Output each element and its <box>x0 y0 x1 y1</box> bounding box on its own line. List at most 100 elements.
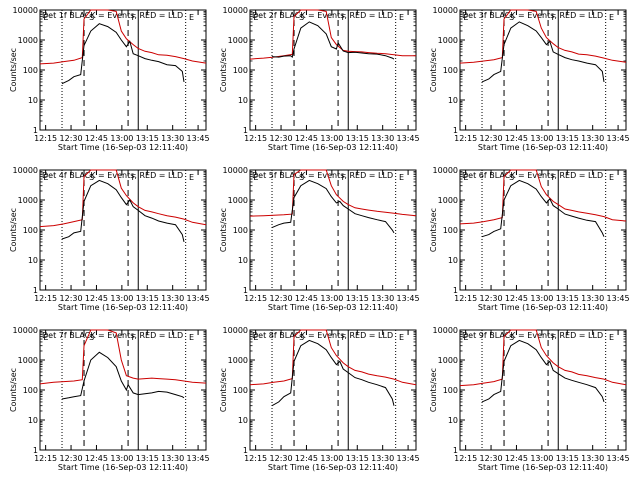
x-tick-label: 13:45 <box>607 134 630 143</box>
y-tick-label: 1000 <box>228 356 248 365</box>
x-tick-label: 12:30 <box>60 294 83 303</box>
x-tick-label: 12:45 <box>85 294 108 303</box>
panel-title: Det 7f BLACK = Events, RED = LLD <box>42 331 183 340</box>
panel: Det 5f BLACK = Events, RED = LLD 1 10 100 10… <box>219 166 420 312</box>
x-axis-label: Start Time (16-Sep-03 12:11:40) <box>268 143 398 152</box>
y-tick-label: 100 <box>23 386 38 395</box>
y-tick-label: 10 <box>28 256 38 265</box>
y-axis-label: Counts/sec <box>219 368 228 412</box>
x-tick-label: 13:15 <box>136 454 159 463</box>
plot-frame <box>249 9 417 131</box>
y-tick-label: 1000 <box>228 36 248 45</box>
y-tick-label: 10000 <box>433 326 458 335</box>
marker-letter: E <box>399 173 404 182</box>
y-tick-label: 1 <box>243 286 248 295</box>
events-series-line <box>271 21 395 60</box>
x-tick-label: 12:45 <box>85 134 108 143</box>
lld-series-line <box>39 169 207 228</box>
x-tick-label: 13:00 <box>530 294 553 303</box>
panel: Det 8f BLACK = Events, RED = LLD 1 10 100 10… <box>219 326 420 472</box>
marker-letter: E <box>609 173 614 182</box>
x-tick-label: 12:45 <box>505 294 528 303</box>
events-series-line <box>271 339 395 407</box>
x-axis-label: Start Time (16-Sep-03 12:11:40) <box>478 463 608 472</box>
plot-frame <box>39 169 207 291</box>
events-series-line <box>481 21 605 83</box>
x-tick-label: 13:45 <box>397 294 420 303</box>
panel-title: Det 3f BLACK = Events, RED = LLD <box>462 11 603 20</box>
panel-title: Det 6f BLACK = Events, RED = LLD <box>462 171 603 180</box>
y-tick-label: 1000 <box>18 36 38 45</box>
y-tick-label: 10 <box>238 96 248 105</box>
x-tick-label: 12:15 <box>244 294 267 303</box>
y-tick-label: 100 <box>233 386 248 395</box>
marker-letter: F <box>551 173 556 182</box>
x-tick-label: 13:30 <box>581 454 604 463</box>
lld-series-line <box>39 9 207 65</box>
marker-letter: E <box>609 13 614 22</box>
x-tick-label: 13:30 <box>371 454 394 463</box>
marker-letter: F <box>341 13 346 22</box>
marker-letter: E <box>189 13 194 22</box>
x-tick-label: 13:30 <box>161 294 184 303</box>
marker-letter: E <box>43 13 48 22</box>
y-tick-label: 1 <box>243 126 248 135</box>
x-tick-label: 13:30 <box>581 134 604 143</box>
marker-letter: E <box>463 13 468 22</box>
events-series-line <box>61 351 185 400</box>
events-series-line <box>481 179 605 238</box>
y-axis-label: Counts/sec <box>9 208 18 252</box>
events-series-line <box>61 23 185 85</box>
panel: Det 3f BLACK = Events, RED = LLD 1 10 100 10… <box>429 6 630 152</box>
x-axis-label: Start Time (16-Sep-03 12:11:40) <box>58 463 188 472</box>
lld-series-line <box>249 9 416 60</box>
panel: Det 6f BLACK = Events, RED = LLD 1 10 100 10… <box>429 166 630 312</box>
y-tick-label: 10 <box>448 96 458 105</box>
x-tick-label: 12:15 <box>244 454 267 463</box>
y-tick-label: 1 <box>453 446 458 455</box>
x-tick-label: 13:45 <box>187 134 210 143</box>
y-tick-label: 1 <box>453 126 458 135</box>
y-axis-label: Counts/sec <box>9 368 18 412</box>
x-tick-label: 13:00 <box>530 454 553 463</box>
x-tick-label: 13:45 <box>607 294 630 303</box>
y-tick-label: 1000 <box>438 356 458 365</box>
marker-letter: S <box>509 13 514 22</box>
x-tick-label: 13:45 <box>187 454 210 463</box>
x-axis-label: Start Time (16-Sep-03 12:11:40) <box>478 143 608 152</box>
y-tick-label: 1000 <box>228 196 248 205</box>
marker-letter: S <box>89 333 94 342</box>
y-tick-label: 100 <box>443 386 458 395</box>
marker-letter: F <box>131 13 136 22</box>
x-tick-label: 13:45 <box>397 454 420 463</box>
y-tick-label: 100 <box>443 226 458 235</box>
x-tick-label: 13:30 <box>371 134 394 143</box>
y-tick-label: 100 <box>233 66 248 75</box>
panel: Det 1f BLACK = Events, RED = LLD 1 10 100 10… <box>9 6 210 152</box>
marker-letter: F <box>551 333 556 342</box>
y-tick-label: 10000 <box>223 326 248 335</box>
plot-frame <box>459 329 627 451</box>
marker-letter: S <box>299 173 304 182</box>
marker-letter: E <box>253 333 258 342</box>
x-tick-label: 12:15 <box>244 134 267 143</box>
x-axis-label: Start Time (16-Sep-03 12:11:40) <box>58 303 188 312</box>
lld-series-line <box>249 169 417 217</box>
x-tick-label: 13:00 <box>320 454 343 463</box>
x-tick-label: 12:45 <box>505 454 528 463</box>
y-tick-label: 10000 <box>223 166 248 175</box>
x-tick-label: 12:15 <box>454 294 477 303</box>
y-tick-label: 100 <box>23 226 38 235</box>
x-axis-label: Start Time (16-Sep-03 12:11:40) <box>478 303 608 312</box>
marker-letter: E <box>43 333 48 342</box>
y-tick-label: 10000 <box>13 166 38 175</box>
y-axis-label: Counts/sec <box>219 48 228 92</box>
y-tick-label: 10000 <box>433 166 458 175</box>
x-tick-label: 12:30 <box>60 134 83 143</box>
x-tick-label: 13:45 <box>397 134 420 143</box>
x-tick-label: 12:45 <box>295 134 318 143</box>
y-tick-label: 100 <box>23 66 38 75</box>
y-tick-label: 1000 <box>438 36 458 45</box>
marker-letter: S <box>89 173 94 182</box>
